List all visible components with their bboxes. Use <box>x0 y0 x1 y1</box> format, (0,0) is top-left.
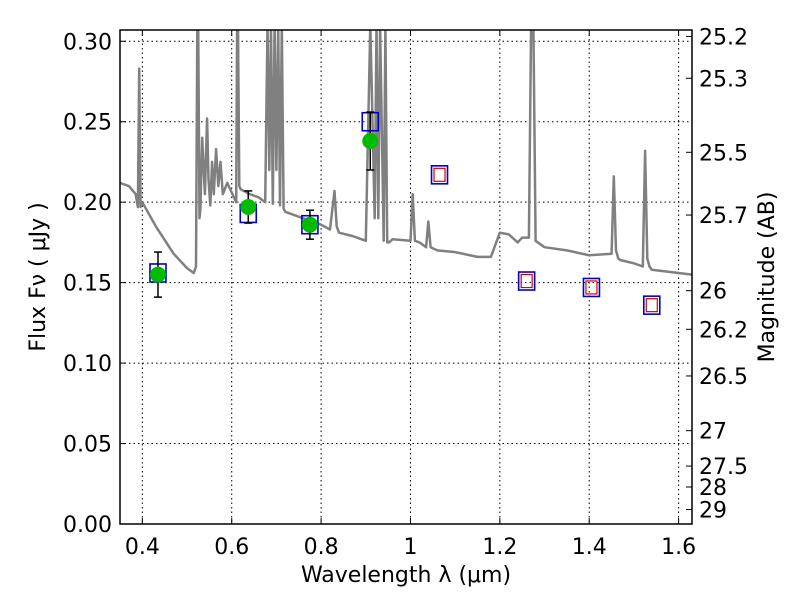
predicted-box <box>520 273 533 289</box>
axes-ticks: 0.4 0.6 0.8 1 1.2 1.4 1.6 0.00 0.05 0.10 0.15 0.20 0… <box>63 25 748 560</box>
y-tick-label: 0.30 <box>63 30 112 55</box>
right-tick-label: 29 <box>699 499 727 524</box>
right-tick-label: 25.3 <box>699 67 748 92</box>
x-axis-label: Wavelength λ (μm) <box>301 563 511 588</box>
measured-point <box>149 266 166 283</box>
template-layer <box>120 30 692 315</box>
predicted-box <box>433 167 446 182</box>
x-tick-label: 1 <box>403 535 417 560</box>
y-axis-label: Flux Fν ( μJy ) <box>26 202 51 351</box>
y-tick-label: 0.00 <box>63 513 112 538</box>
plot-area <box>120 30 692 315</box>
x-tick-label: 1.6 <box>661 535 696 560</box>
model-box <box>642 295 661 315</box>
measured-point <box>301 216 318 233</box>
x-tick-label: 1.2 <box>482 535 517 560</box>
model-box <box>582 277 601 298</box>
x-tick-label: 1.4 <box>572 535 607 560</box>
y-tick-label: 0.15 <box>63 272 112 297</box>
predicted-box <box>645 298 658 313</box>
measured-point <box>362 133 379 150</box>
right-tick-label: 25.5 <box>699 141 748 166</box>
model-box <box>430 165 449 185</box>
right-tick-label: 26 <box>699 280 727 305</box>
plot-frame <box>119 29 693 525</box>
y-tick-label: 0.25 <box>63 111 112 136</box>
y-tick-label: 0.10 <box>63 352 112 377</box>
y-tick-label: 0.20 <box>63 191 112 216</box>
x-tick-label: 0.4 <box>125 535 160 560</box>
right-tick-label: 27.5 <box>699 455 748 480</box>
y-tick-label: 0.05 <box>63 433 112 458</box>
right-tick-label: 26.2 <box>699 318 748 343</box>
right-tick-label: 27 <box>699 420 727 445</box>
x-tick-label: 0.8 <box>304 535 339 560</box>
predicted-box <box>585 280 598 295</box>
right-tick-label: 25.2 <box>699 25 748 50</box>
right-tick-label: 25.7 <box>699 204 748 229</box>
right-tick-label: 28 <box>699 476 727 501</box>
template-sed-line <box>120 30 692 276</box>
model-box <box>517 271 536 291</box>
right-tick-label: 26.5 <box>699 365 748 390</box>
y-axis-label-right: Magnitude (AB) <box>755 192 780 363</box>
measured-point <box>240 199 257 216</box>
grid <box>120 30 692 525</box>
x-tick-label: 0.6 <box>214 535 249 560</box>
